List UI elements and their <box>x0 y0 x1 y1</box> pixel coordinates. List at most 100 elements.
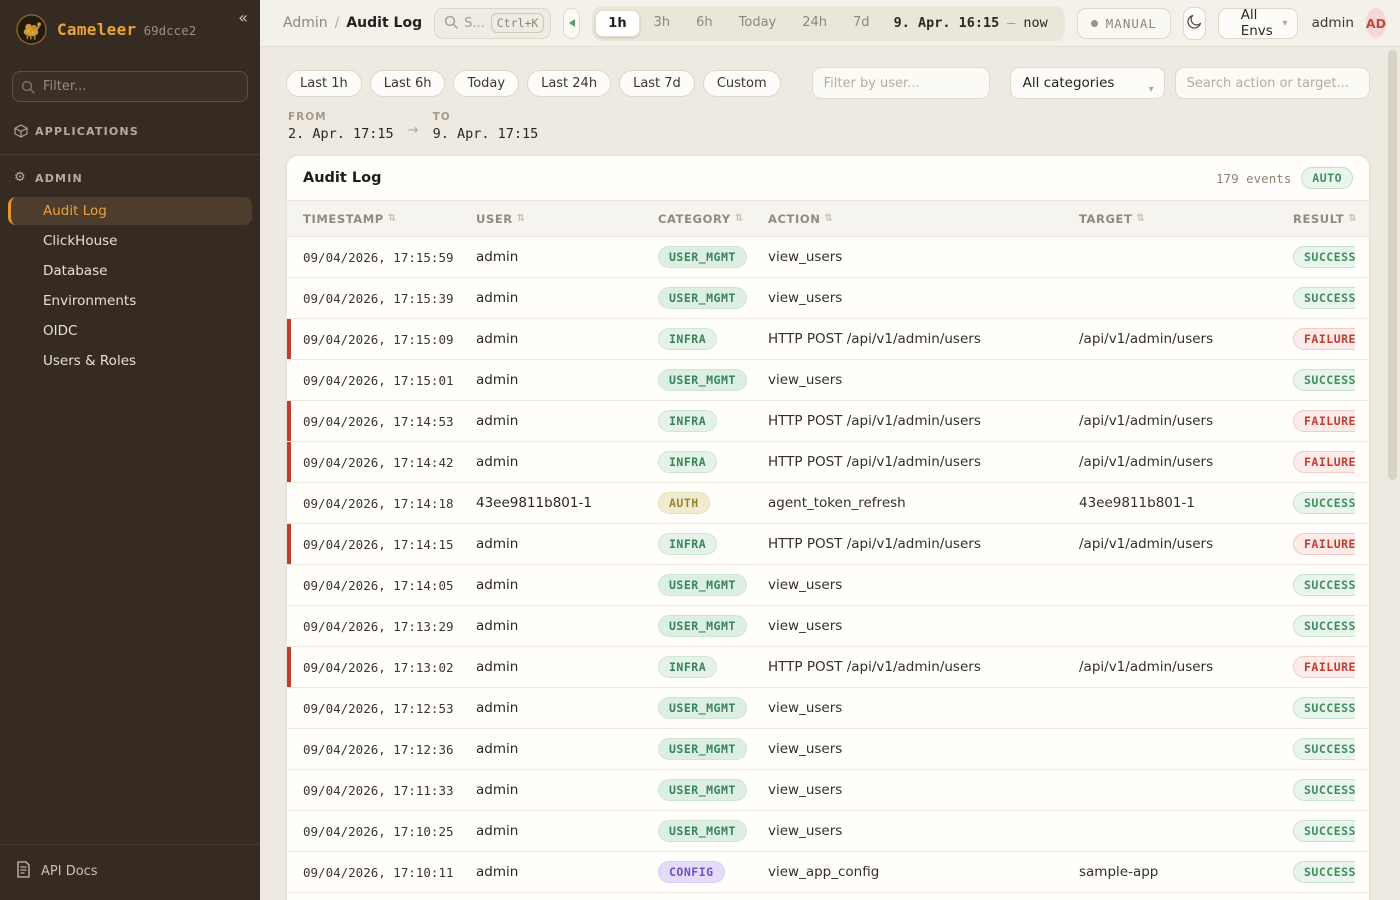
cell-timestamp: 09/04/2026, 17:14:15 <box>303 536 454 552</box>
table-row[interactable]: 09/04/2026, 17:14:42 admin INFRA HTTP PO… <box>287 442 1369 483</box>
from-value[interactable]: 2. Apr. 17:15 <box>288 126 394 142</box>
time-range-6h[interactable]: 6h <box>696 14 713 30</box>
env-select[interactable]: All Envs ▾ <box>1217 7 1298 39</box>
table-row[interactable]: 09/04/2026, 17:14:15 admin INFRA HTTP PO… <box>287 524 1369 565</box>
sidebar-item-clickhouse[interactable]: ClickHouse <box>8 227 252 255</box>
column-header-target[interactable]: TARGET ⇅ <box>1079 211 1146 226</box>
auto-refresh-badge[interactable]: AUTO <box>1301 167 1353 189</box>
sort-icon: ⇅ <box>734 213 744 224</box>
time-range-group: 1h 3h 6h Today 24h 7d 9. Apr. 16:15 – now <box>592 5 1065 41</box>
sidebar-item-oidc[interactable]: OIDC <box>8 317 252 345</box>
time-range-7d[interactable]: 7d <box>853 14 870 30</box>
table-row[interactable]: 09/04/2026, 17:14:18 43ee9811b801-1 AUTH… <box>287 483 1369 524</box>
category-badge: INFRA <box>658 656 718 678</box>
cell-user: admin <box>476 413 519 429</box>
time-range-1h[interactable]: 1h <box>595 9 640 37</box>
section-label: APPLICATIONS <box>35 124 139 138</box>
cell-result: SUCCESS <box>1293 246 1355 268</box>
category-badge: CONFIG <box>658 861 725 883</box>
cell-target: 43ee9811b801-1 <box>1079 495 1195 511</box>
table-row[interactable]: 09/04/2026, 17:10:11 admin CONFIG view_a… <box>287 852 1369 893</box>
time-range-24h[interactable]: 24h <box>802 14 828 30</box>
quick-range-last-24h[interactable]: Last 24h <box>527 69 612 97</box>
time-range-3h[interactable]: 3h <box>653 14 671 30</box>
cell-timestamp: 09/04/2026, 17:15:01 <box>303 372 454 388</box>
gear-icon: ⚙ <box>14 170 27 185</box>
to-value[interactable]: 9. Apr. 17:15 <box>432 126 539 142</box>
cell-timestamp: 09/04/2026, 17:11:33 <box>303 782 454 798</box>
shortcut-badge: Ctrl+K <box>490 13 545 33</box>
column-header-user[interactable]: USER ⇅ <box>476 211 526 226</box>
section-admin: ⚙ ADMIN <box>0 155 260 193</box>
column-header-action[interactable]: ACTION ⇅ <box>768 211 834 226</box>
cell-user: admin <box>476 577 519 593</box>
api-docs-link[interactable]: API Docs <box>0 844 260 900</box>
user-filter-input[interactable] <box>811 67 990 99</box>
manual-mode-button[interactable]: MANUAL <box>1076 7 1171 39</box>
sidebar-collapse-icon[interactable]: « <box>238 8 248 27</box>
sort-icon: ⇅ <box>387 213 397 224</box>
table-row[interactable]: 09/04/2026, 17:15:39 admin USER_MGMT vie… <box>287 278 1369 319</box>
table-body: 09/04/2026, 17:15:59 admin USER_MGMT vie… <box>287 237 1369 893</box>
action-target-search-input[interactable] <box>1174 67 1370 99</box>
quick-range-custom[interactable]: Custom <box>702 69 781 97</box>
sidebar-item-label: Audit Log <box>43 203 107 219</box>
table-row[interactable]: 09/04/2026, 17:12:53 admin USER_MGMT vie… <box>287 688 1369 729</box>
category-badge: USER_MGMT <box>658 697 747 719</box>
cell-timestamp: 09/04/2026, 17:14:18 <box>303 495 454 511</box>
breadcrumb-parent[interactable]: Admin <box>283 15 328 31</box>
column-header-result[interactable]: RESULT ⇅ <box>1293 211 1358 226</box>
table-row[interactable]: 09/04/2026, 17:15:59 admin USER_MGMT vie… <box>287 237 1369 278</box>
sidebar-item-environments[interactable]: Environments <box>8 287 252 315</box>
cell-user: admin <box>476 536 519 552</box>
table-row[interactable]: 09/04/2026, 17:13:02 admin INFRA HTTP PO… <box>287 647 1369 688</box>
cell-category: CONFIG <box>658 861 768 883</box>
table-row[interactable]: 09/04/2026, 17:15:01 admin USER_MGMT vie… <box>287 360 1369 401</box>
cell-user: admin <box>476 659 519 675</box>
main-content: Last 1h Last 6h Today Last 24h Last 7d Custom… <box>260 47 1400 900</box>
column-header-timestamp[interactable]: TIMESTAMP ⇅ <box>303 211 397 226</box>
table-row[interactable]: 09/04/2026, 17:12:36 admin USER_MGMT vie… <box>287 729 1369 770</box>
result-badge: FAILURE <box>1293 656 1355 678</box>
sidebar-item-database[interactable]: Database <box>8 257 252 285</box>
table-row[interactable]: 09/04/2026, 17:10:25 admin USER_MGMT vie… <box>287 811 1369 852</box>
table-row[interactable]: 09/04/2026, 17:11:33 admin USER_MGMT vie… <box>287 770 1369 811</box>
cell-result: SUCCESS <box>1293 697 1355 719</box>
cell-timestamp: 09/04/2026, 17:10:25 <box>303 823 454 839</box>
table-row[interactable]: 09/04/2026, 17:13:29 admin USER_MGMT vie… <box>287 606 1369 647</box>
cell-timestamp: 09/04/2026, 17:15:39 <box>303 290 454 306</box>
quick-range-last-1h[interactable]: Last 1h <box>286 69 362 97</box>
avatar[interactable]: AD <box>1365 8 1386 38</box>
cell-action: view_users <box>768 577 843 593</box>
quick-range-last-7d[interactable]: Last 7d <box>619 69 695 97</box>
time-range-display[interactable]: 9. Apr. 16:15 – now <box>884 15 1062 31</box>
to-label: TO <box>432 111 451 123</box>
theme-toggle-button[interactable] <box>1182 6 1206 40</box>
result-badge: SUCCESS <box>1293 287 1355 309</box>
sidebar-item-label: Users & Roles <box>43 353 137 369</box>
cell-action: view_users <box>768 700 843 716</box>
app-version: 69dcce2 <box>143 23 197 38</box>
page-scrollbar[interactable] <box>1388 50 1397 480</box>
quick-range-last-6h[interactable]: Last 6h <box>369 69 446 97</box>
category-badge: INFRA <box>658 451 718 473</box>
column-header-category[interactable]: CATEGORY ⇅ <box>658 211 744 226</box>
category-badge: AUTH <box>658 492 710 514</box>
sidebar-item-audit-log[interactable]: Audit Log <box>8 197 252 225</box>
cell-category: USER_MGMT <box>658 820 768 842</box>
cell-target: /api/v1/admin/users <box>1079 659 1214 675</box>
cell-action: view_users <box>768 618 843 634</box>
time-range-today[interactable]: Today <box>738 14 777 30</box>
time-panel-toggle-button[interactable] <box>563 7 581 39</box>
breadcrumb-separator: / <box>334 15 340 31</box>
sidebar-item-users-roles[interactable]: Users & Roles <box>8 347 252 375</box>
quick-range-today[interactable]: Today <box>453 69 520 97</box>
table-row[interactable]: 09/04/2026, 17:14:05 admin USER_MGMT vie… <box>287 565 1369 606</box>
table-row[interactable]: 09/04/2026, 17:15:09 admin INFRA HTTP PO… <box>287 319 1369 360</box>
table-row[interactable]: 09/04/2026, 17:14:53 admin INFRA HTTP PO… <box>287 401 1369 442</box>
result-badge: SUCCESS <box>1293 369 1355 391</box>
sidebar-filter-input[interactable] <box>12 71 248 102</box>
category-select[interactable]: All categories ▾ <box>1009 67 1165 99</box>
cell-user: admin <box>476 331 519 347</box>
global-search-button[interactable]: S... Ctrl+K <box>434 7 552 39</box>
